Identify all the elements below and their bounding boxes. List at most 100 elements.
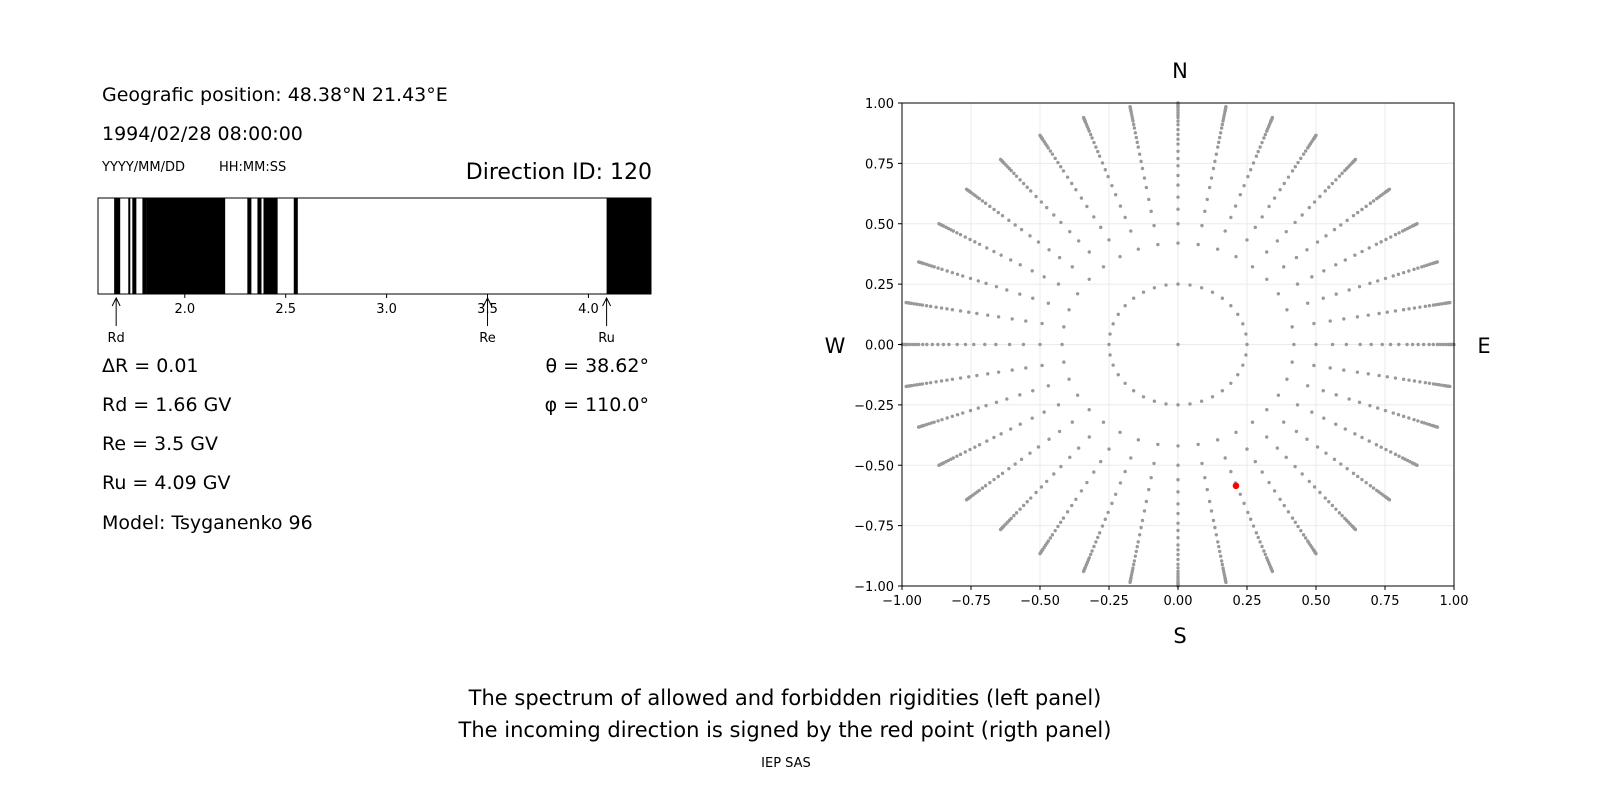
direction-point	[930, 342, 935, 347]
incoming-directions-chart: N S W E −1.00−1.00 −0.75 −0.75 −0.50 −0.50 −0…	[825, 59, 1491, 648]
direction-point	[1367, 439, 1371, 443]
direction-point	[1384, 447, 1388, 452]
direction-point	[1213, 525, 1217, 530]
direction-point	[1441, 342, 1445, 347]
direction-point	[1379, 445, 1383, 449]
direction-point	[1312, 363, 1316, 368]
direction-point	[1176, 528, 1180, 533]
direction-point	[1251, 524, 1256, 528]
direction-point	[1218, 554, 1223, 558]
direction-point	[1337, 174, 1342, 178]
direction-point	[1334, 263, 1338, 267]
direction-point	[1330, 181, 1335, 186]
direction-point	[945, 378, 949, 382]
direction-point	[985, 439, 989, 443]
direction-point	[1131, 122, 1136, 127]
direction-point	[1176, 557, 1180, 562]
direction-point	[1176, 521, 1180, 525]
inner-ring-point	[1229, 381, 1233, 386]
direction-point	[998, 527, 1003, 532]
direction-point	[1431, 303, 1436, 307]
direction-point	[1070, 503, 1074, 508]
direction-point	[1176, 562, 1180, 566]
direction-point	[916, 425, 921, 429]
direction-point	[1094, 540, 1098, 544]
direction-point	[1176, 552, 1180, 557]
direction-point	[1018, 178, 1022, 182]
direction-point	[1343, 427, 1348, 431]
direction-point	[1353, 157, 1358, 162]
direction-point	[1254, 531, 1259, 535]
inner-ring-point	[1131, 389, 1136, 393]
direction-point	[1219, 559, 1224, 563]
direction-point	[1142, 509, 1147, 513]
direction-point	[1062, 360, 1066, 364]
direction-point	[1284, 229, 1288, 234]
direction-point	[1123, 215, 1127, 220]
direction-point	[1070, 265, 1074, 269]
direction-point	[920, 303, 925, 307]
direction-point	[924, 381, 929, 385]
rd-value: Rd = 1.66 GV	[102, 394, 232, 416]
direction-point	[932, 265, 936, 269]
direction-point	[1028, 234, 1032, 238]
direction-point	[1254, 154, 1259, 158]
direction-point	[1059, 520, 1063, 524]
direction-point	[936, 342, 940, 347]
y-tick-label: 0.00	[865, 339, 894, 354]
direction-point	[1422, 421, 1427, 425]
inner-ring-point	[1244, 353, 1248, 357]
direction-point	[1132, 559, 1137, 563]
direction-point	[968, 276, 973, 281]
direction-point	[1234, 254, 1238, 259]
direction-point	[1214, 533, 1219, 537]
inner-ring-point	[1241, 322, 1245, 326]
y-tick-label: 0.75	[865, 157, 894, 172]
direction-point	[1290, 516, 1295, 520]
direction-point	[1106, 510, 1110, 515]
direction-point	[1312, 200, 1317, 204]
direction-point	[1364, 204, 1368, 209]
direction-point	[1018, 422, 1022, 426]
direction-point	[1420, 420, 1424, 424]
direction-point	[1068, 455, 1072, 460]
direction-point	[1200, 223, 1204, 228]
direction-point	[1293, 220, 1297, 225]
direction-point	[1250, 420, 1255, 424]
direction-point	[1410, 342, 1415, 347]
direction-point	[1366, 313, 1370, 317]
direction-point	[1368, 484, 1373, 488]
direction-point	[920, 382, 925, 386]
direction-point	[973, 445, 977, 449]
direction-point	[1056, 282, 1061, 286]
direction-point	[1374, 443, 1379, 447]
direction-point	[958, 232, 963, 237]
direction-point	[1360, 207, 1364, 212]
phi-value: φ = 110.0°	[544, 394, 649, 416]
direction-point	[1076, 446, 1081, 450]
direction-point	[1437, 302, 1441, 306]
direction-point	[984, 281, 988, 286]
direction-point	[1439, 383, 1444, 387]
direction-point	[1322, 269, 1326, 273]
direction-point	[1050, 152, 1055, 156]
direction-point	[1052, 472, 1056, 476]
y-tick-label: −0.50	[854, 459, 894, 474]
direction-point	[1330, 342, 1335, 347]
direction-point	[1217, 549, 1222, 554]
direction-point	[984, 403, 988, 408]
direction-point	[1147, 197, 1151, 202]
direction-point	[1018, 393, 1022, 397]
direction-point	[1260, 215, 1264, 219]
time-format-label: HH:MM:SS	[219, 160, 287, 175]
direction-point	[1323, 189, 1327, 193]
direction-point	[1176, 536, 1180, 540]
direction-point	[1303, 536, 1308, 540]
direction-point	[1425, 422, 1429, 426]
ru-value: Ru = 4.09 GV	[102, 472, 231, 494]
direction-point	[1012, 171, 1016, 176]
direction-point	[1014, 174, 1019, 178]
direction-point	[1101, 265, 1106, 269]
direction-point	[1059, 165, 1063, 169]
direction-point	[1223, 229, 1227, 233]
